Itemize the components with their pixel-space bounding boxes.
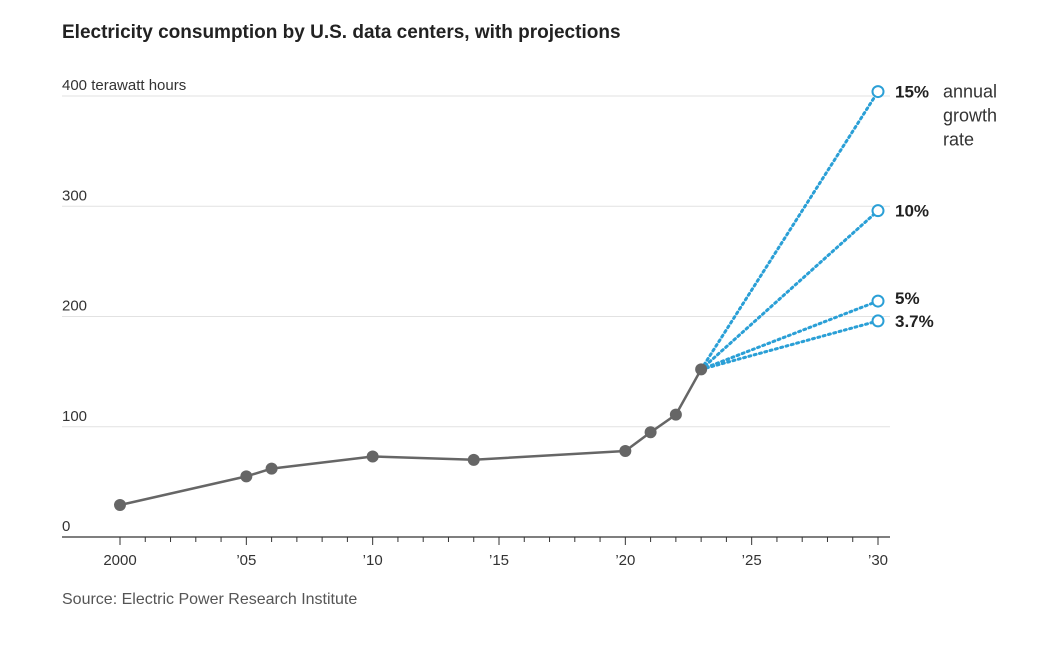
- data-point-2021: [644, 426, 657, 439]
- x-tick-label-2020: ’20: [615, 552, 635, 569]
- x-tick-label-2015: ’15: [489, 552, 509, 569]
- annotation-line-2: rate: [943, 130, 974, 150]
- data-point-2014: [467, 453, 480, 466]
- data-point-2022: [669, 408, 682, 421]
- projection-line-1: [699, 209, 880, 371]
- y-axis-labels: 0 100 200 300 400 terawatt hours: [62, 77, 186, 535]
- x-tick-label-2005: ’05: [236, 552, 256, 569]
- data-point-2005: [240, 470, 253, 483]
- chart-title: Electricity consumption by U.S. data cen…: [62, 22, 621, 43]
- projection-label-1: 10%: [895, 202, 929, 221]
- projection-endpoint-2: [871, 294, 885, 308]
- projection-label-2: 5%: [895, 289, 920, 308]
- data-point-2006: [265, 462, 278, 475]
- y-tick-label-300: 300: [62, 187, 87, 204]
- projection-line-2: [699, 299, 880, 371]
- data-point-2000: [114, 499, 126, 512]
- projection-line-0: [699, 90, 880, 371]
- x-tick-label-2010: ’10: [363, 552, 383, 569]
- y-tick-label-200: 200: [62, 298, 87, 315]
- data-point-2010: [366, 450, 379, 463]
- data-point-2023: [695, 363, 708, 376]
- projection-label-0: 15%: [895, 83, 929, 102]
- x-tick-label-2025: ’25: [742, 552, 762, 569]
- growth-rate-annotation: annual growth rate: [943, 82, 997, 150]
- y-tick-label-400: 400 terawatt hours: [62, 77, 186, 94]
- projection-endpoint-0: [871, 85, 885, 99]
- y-tick-label-100: 100: [62, 408, 87, 425]
- gridlines: [62, 95, 890, 428]
- x-tick-label-2030: ’30: [868, 552, 888, 569]
- data-point-2020: [619, 445, 632, 458]
- annotation-line-1: growth: [943, 106, 997, 126]
- historical-series: [114, 363, 708, 512]
- x-axis: 2000 ’05 ’10 ’15 ’20 ’25 ’30: [62, 536, 890, 569]
- source-note: Source: Electric Power Research Institut…: [62, 591, 358, 608]
- projection-label-3: 3.7%: [895, 312, 934, 331]
- y-tick-label-0: 0: [62, 518, 70, 535]
- projection-endpoint-1: [871, 204, 885, 218]
- annotation-line-0: annual: [943, 82, 997, 102]
- projection-endpoint-3: [871, 314, 885, 328]
- projection-labels: 15% 10% 5% 3.7%: [895, 83, 934, 331]
- projection-line-3: [699, 319, 880, 371]
- x-tick-label-2000: 2000: [103, 552, 136, 569]
- projection-lines: [699, 85, 885, 371]
- historical-line: [119, 368, 703, 507]
